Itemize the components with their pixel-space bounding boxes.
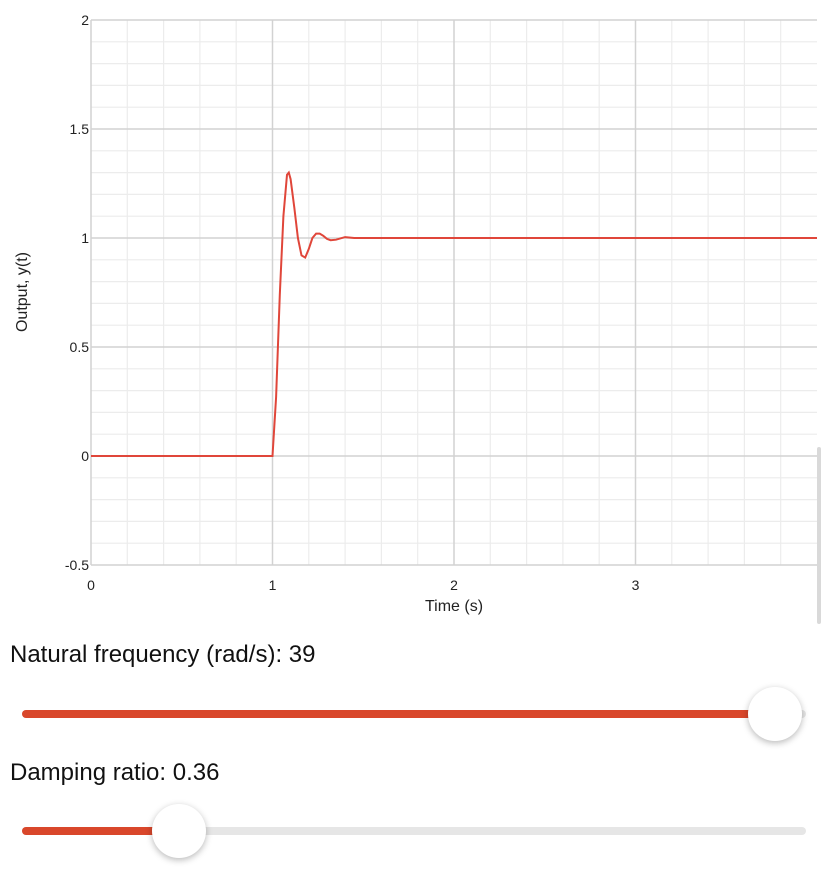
y-tick-label: 0.5	[70, 339, 90, 355]
scrollbar[interactable]	[817, 447, 821, 624]
y-tick-label: 1.5	[70, 121, 90, 137]
x-tick-label: 0	[87, 577, 95, 593]
damping-ratio-slider-fill	[22, 827, 179, 835]
y-axis-title: Output, y(t)	[14, 252, 31, 332]
damping-ratio-slider[interactable]	[22, 804, 806, 858]
damping-ratio-slider-thumb[interactable]	[151, 804, 206, 858]
x-axis-title: Time (s)	[425, 598, 483, 615]
natural-frequency-slider-fill	[22, 710, 775, 718]
y-tick-label: 1	[81, 230, 89, 246]
x-tick-label: 1	[269, 577, 277, 593]
y-tick-label: -0.5	[65, 557, 89, 573]
y-tick-label: 0	[81, 448, 89, 464]
x-tick-label: 3	[632, 577, 640, 593]
natural-frequency-slider[interactable]	[22, 687, 806, 741]
tick-labels: 0 1 2 3 -0.5 0 0.5 1 1.5 2	[65, 12, 640, 593]
step-response-chart: 0 1 2 3 -0.5 0 0.5 1 1.5 2 Time (s) Output, y(t)	[14, 12, 817, 615]
natural-frequency-slider-thumb[interactable]	[747, 687, 802, 741]
x-tick-label: 2	[450, 577, 458, 593]
output-line	[91, 170, 817, 457]
y-tick-label: 2	[81, 12, 89, 28]
damping-ratio-label: Damping ratio: 0.36	[10, 759, 220, 786]
natural-frequency-label: Natural frequency (rad/s): 39	[10, 641, 316, 668]
